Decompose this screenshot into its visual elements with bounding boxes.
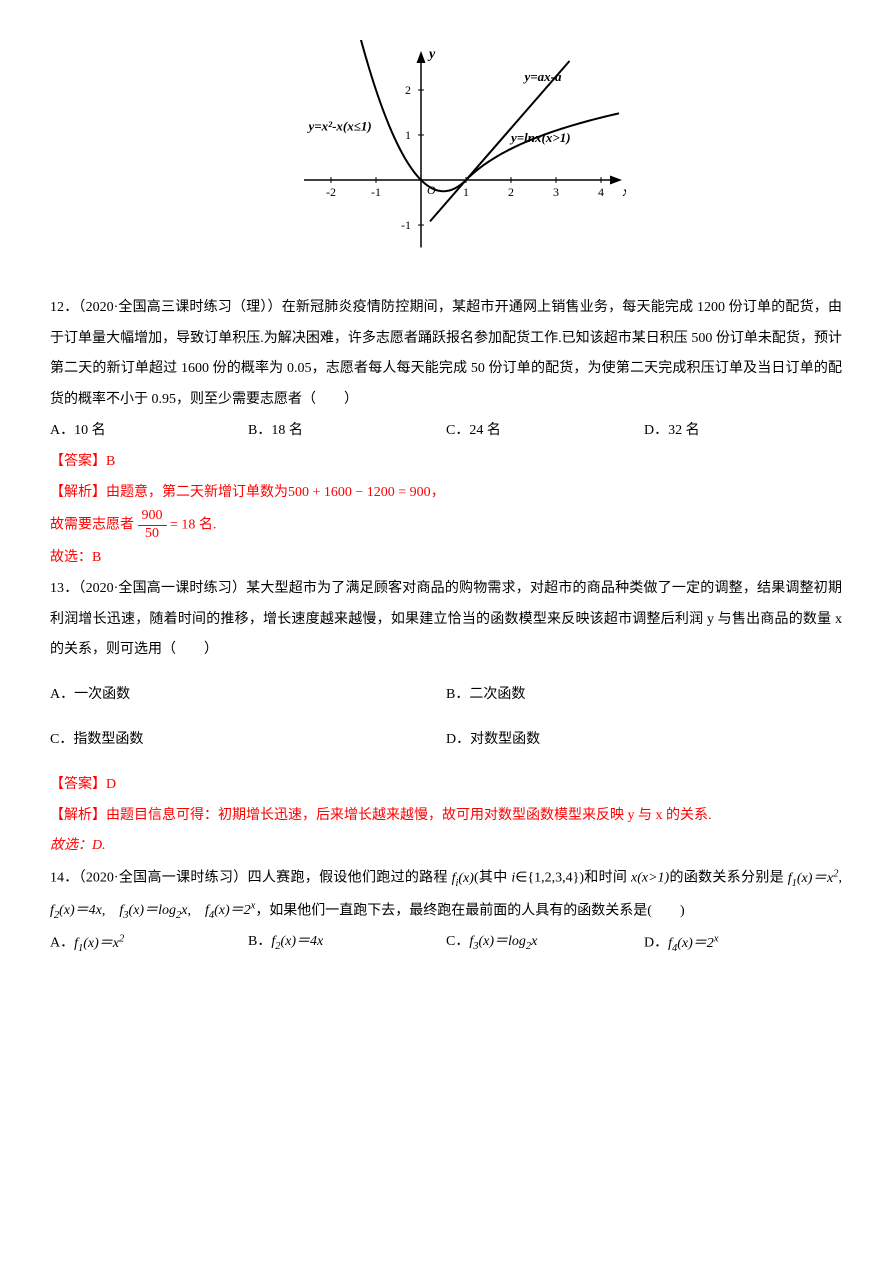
q12-opt-a: A．10 名 bbox=[50, 416, 248, 447]
q12-explain-2: 故需要志愿者 900 50 = 18 名. bbox=[50, 508, 842, 543]
svg-text:x: x bbox=[622, 185, 626, 200]
svg-text:2: 2 bbox=[405, 83, 411, 97]
explain-comma: ， bbox=[431, 485, 445, 500]
svg-text:-1: -1 bbox=[401, 218, 411, 232]
q13-opt-d: D．对数型函数 bbox=[446, 725, 842, 756]
opt-d-math: f4(x)＝2x bbox=[668, 936, 718, 951]
q14-opt-d: D．f4(x)＝2x bbox=[644, 927, 842, 960]
f2: f2(x)＝4x bbox=[50, 903, 102, 918]
fraction-num: 900 bbox=[138, 508, 167, 526]
svg-text:y=x²-x(x≤1): y=x²-x(x≤1) bbox=[307, 119, 372, 134]
q13-stem: 13．（2020·全国高一课时练习）某大型超市为了满足顾客对商品的购物需求，对超… bbox=[50, 574, 842, 666]
svg-text:-1: -1 bbox=[371, 185, 381, 199]
opt-b-math: f2(x)＝4x bbox=[271, 934, 323, 949]
q13-opt-c: C．指数型函数 bbox=[50, 725, 446, 756]
function-graph: -2-11234-112Oxyy=x²-x(x≤1)y=ax-ay=lnx(x>… bbox=[50, 40, 842, 273]
opt-a-math: f1(x)＝x2 bbox=[74, 936, 124, 951]
q12-opt-c: C．24 名 bbox=[446, 416, 644, 447]
q12-stem: 12．（2020·全国高三课时练习（理））在新冠肺炎疫情防控期间，某超市开通网上… bbox=[50, 293, 842, 416]
q14-stem-e: ，如果他们一直跑下去，最终跑在最前面的人具有的函数关系是( ) bbox=[255, 903, 684, 918]
svg-text:y=lnx(x>1): y=lnx(x>1) bbox=[509, 130, 571, 145]
opt-d-pre: D． bbox=[644, 936, 668, 951]
svg-text:-2: -2 bbox=[326, 185, 336, 199]
svg-text:y=ax-a: y=ax-a bbox=[523, 69, 563, 84]
q14-options: A．f1(x)＝x2 B．f2(x)＝4x C．f3(x)＝log2x D．f4… bbox=[50, 927, 842, 960]
q12-options: A．10 名 B．18 名 C．24 名 D．32 名 bbox=[50, 416, 842, 447]
q14-stem-a: 14．（2020·全国高一课时练习）四人赛跑，假设他们跑过的路程 bbox=[50, 871, 452, 886]
svg-text:3: 3 bbox=[553, 185, 559, 199]
q12-explain-1: 【解析】由题意，第二天新增订单数为500 + 1600 − 1200 = 900… bbox=[50, 478, 842, 509]
f4: f4(x)＝2x bbox=[205, 903, 255, 918]
q12-opt-b: B．18 名 bbox=[248, 416, 446, 447]
q14-stem-d: 的函数关系分别是 bbox=[669, 871, 788, 886]
svg-text:2: 2 bbox=[508, 185, 514, 199]
q13-opt-a: A．一次函数 bbox=[50, 680, 446, 711]
q13-opt-b: B．二次函数 bbox=[446, 680, 842, 711]
q14-stem-c: ∈{1,2,3,4})和时间 bbox=[515, 871, 631, 886]
q14-stem: 14．（2020·全国高一课时练习）四人赛跑，假设他们跑过的路程 fi(x)(其… bbox=[50, 862, 842, 927]
q12-conclusion: 故选：B bbox=[50, 543, 842, 574]
svg-text:1: 1 bbox=[463, 185, 469, 199]
opt-c-math: f3(x)＝log2x bbox=[469, 934, 537, 949]
svg-text:4: 4 bbox=[598, 185, 604, 199]
need-prefix: 故需要志愿者 bbox=[50, 518, 134, 533]
explain-prefix: 【解析】由题意，第二天新增订单数为 bbox=[50, 485, 288, 500]
q14-stem-b: (其中 bbox=[474, 871, 511, 886]
q14-opt-a: A．f1(x)＝x2 bbox=[50, 927, 248, 960]
fraction-den: 50 bbox=[138, 526, 167, 543]
svg-text:1: 1 bbox=[405, 128, 411, 142]
opt-b-pre: B． bbox=[248, 934, 271, 949]
q13-options-row2: C．指数型函数 D．对数型函数 bbox=[50, 725, 842, 756]
f1: f1(x)＝x2 bbox=[788, 871, 839, 886]
q12-opt-d: D．32 名 bbox=[644, 416, 842, 447]
svg-text:y: y bbox=[427, 47, 436, 62]
q12-answer: 【答案】B bbox=[50, 447, 842, 478]
f3: f3(x)＝log2x bbox=[119, 903, 187, 918]
opt-c-pre: C． bbox=[446, 934, 469, 949]
q13-explain: 【解析】由题目信息可得：初期增长迅速，后来增长越来越慢，故可用对数型函数模型来反… bbox=[50, 801, 842, 832]
fraction: 900 50 bbox=[138, 508, 167, 543]
q13-answer: 【答案】D bbox=[50, 770, 842, 801]
explain-math: 500 + 1600 − 1200 = 900 bbox=[288, 485, 431, 500]
need-suffix: = 18 名. bbox=[167, 518, 217, 533]
q14-opt-c: C．f3(x)＝log2x bbox=[446, 927, 644, 960]
fi: fi(x) bbox=[452, 871, 474, 886]
q13-conclusion: 故选：D. bbox=[50, 831, 842, 862]
q13-options-row1: A．一次函数 B．二次函数 bbox=[50, 680, 842, 711]
opt-a-pre: A． bbox=[50, 936, 74, 951]
cond: (x>1) bbox=[637, 871, 669, 886]
q14-opt-b: B．f2(x)＝4x bbox=[248, 927, 446, 960]
